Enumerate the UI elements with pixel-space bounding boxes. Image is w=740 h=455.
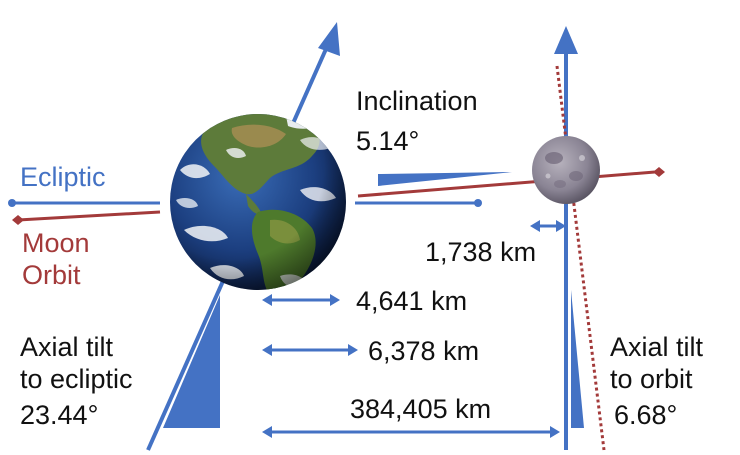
- dist-384405-label: 384,405 km: [350, 394, 492, 424]
- ecliptic-right-end-dot: [474, 199, 482, 207]
- moon-orbit-line-right: [357, 170, 656, 198]
- earth-globe: [170, 114, 346, 290]
- dist-4641-label: 4,641 km: [356, 286, 468, 316]
- moon-orbit-line-left: [17, 210, 161, 222]
- earth-axis-arrowhead: [318, 22, 340, 56]
- dist-6378-arrow: [262, 344, 358, 356]
- moon-orbit-label-line2: Orbit: [22, 260, 81, 290]
- moon-tilt-value: 6.68°: [614, 400, 678, 430]
- inclination-title: Inclination: [356, 86, 478, 116]
- dist-4641-arrow: [262, 294, 340, 306]
- moon-radius-arrow: [530, 220, 566, 232]
- moon-radius-label: 1,738 km: [425, 237, 537, 267]
- ecliptic-label: Ecliptic: [20, 162, 106, 192]
- moon-axis-dotted-line: [555, 65, 606, 451]
- moon-tilt-wedge: [571, 290, 584, 428]
- dist-384405-arrow: [262, 426, 560, 438]
- earth-tilt-label-line1: Axial tilt: [20, 332, 114, 362]
- moon-globe: [532, 136, 600, 204]
- dist-6378-label: 6,378 km: [368, 336, 480, 366]
- earth-tilt-label-line2: to ecliptic: [20, 364, 133, 394]
- ecliptic-left-end-dot: [8, 199, 16, 207]
- inclination-value: 5.14°: [356, 126, 420, 156]
- moon-orbit-right-end-diamond: [653, 167, 665, 177]
- moon-tilt-label-line2: to orbit: [610, 364, 693, 394]
- earth-tilt-value: 23.44°: [20, 400, 99, 430]
- moon-orbit-left-end-diamond: [12, 215, 24, 225]
- moon-vertical-arrowhead: [554, 26, 578, 54]
- earth-tilt-wedge: [163, 295, 220, 428]
- moon-orbit-label-line1: Moon: [22, 228, 90, 258]
- inclination-wedge: [378, 172, 512, 186]
- moon-tilt-label-line1: Axial tilt: [610, 332, 704, 362]
